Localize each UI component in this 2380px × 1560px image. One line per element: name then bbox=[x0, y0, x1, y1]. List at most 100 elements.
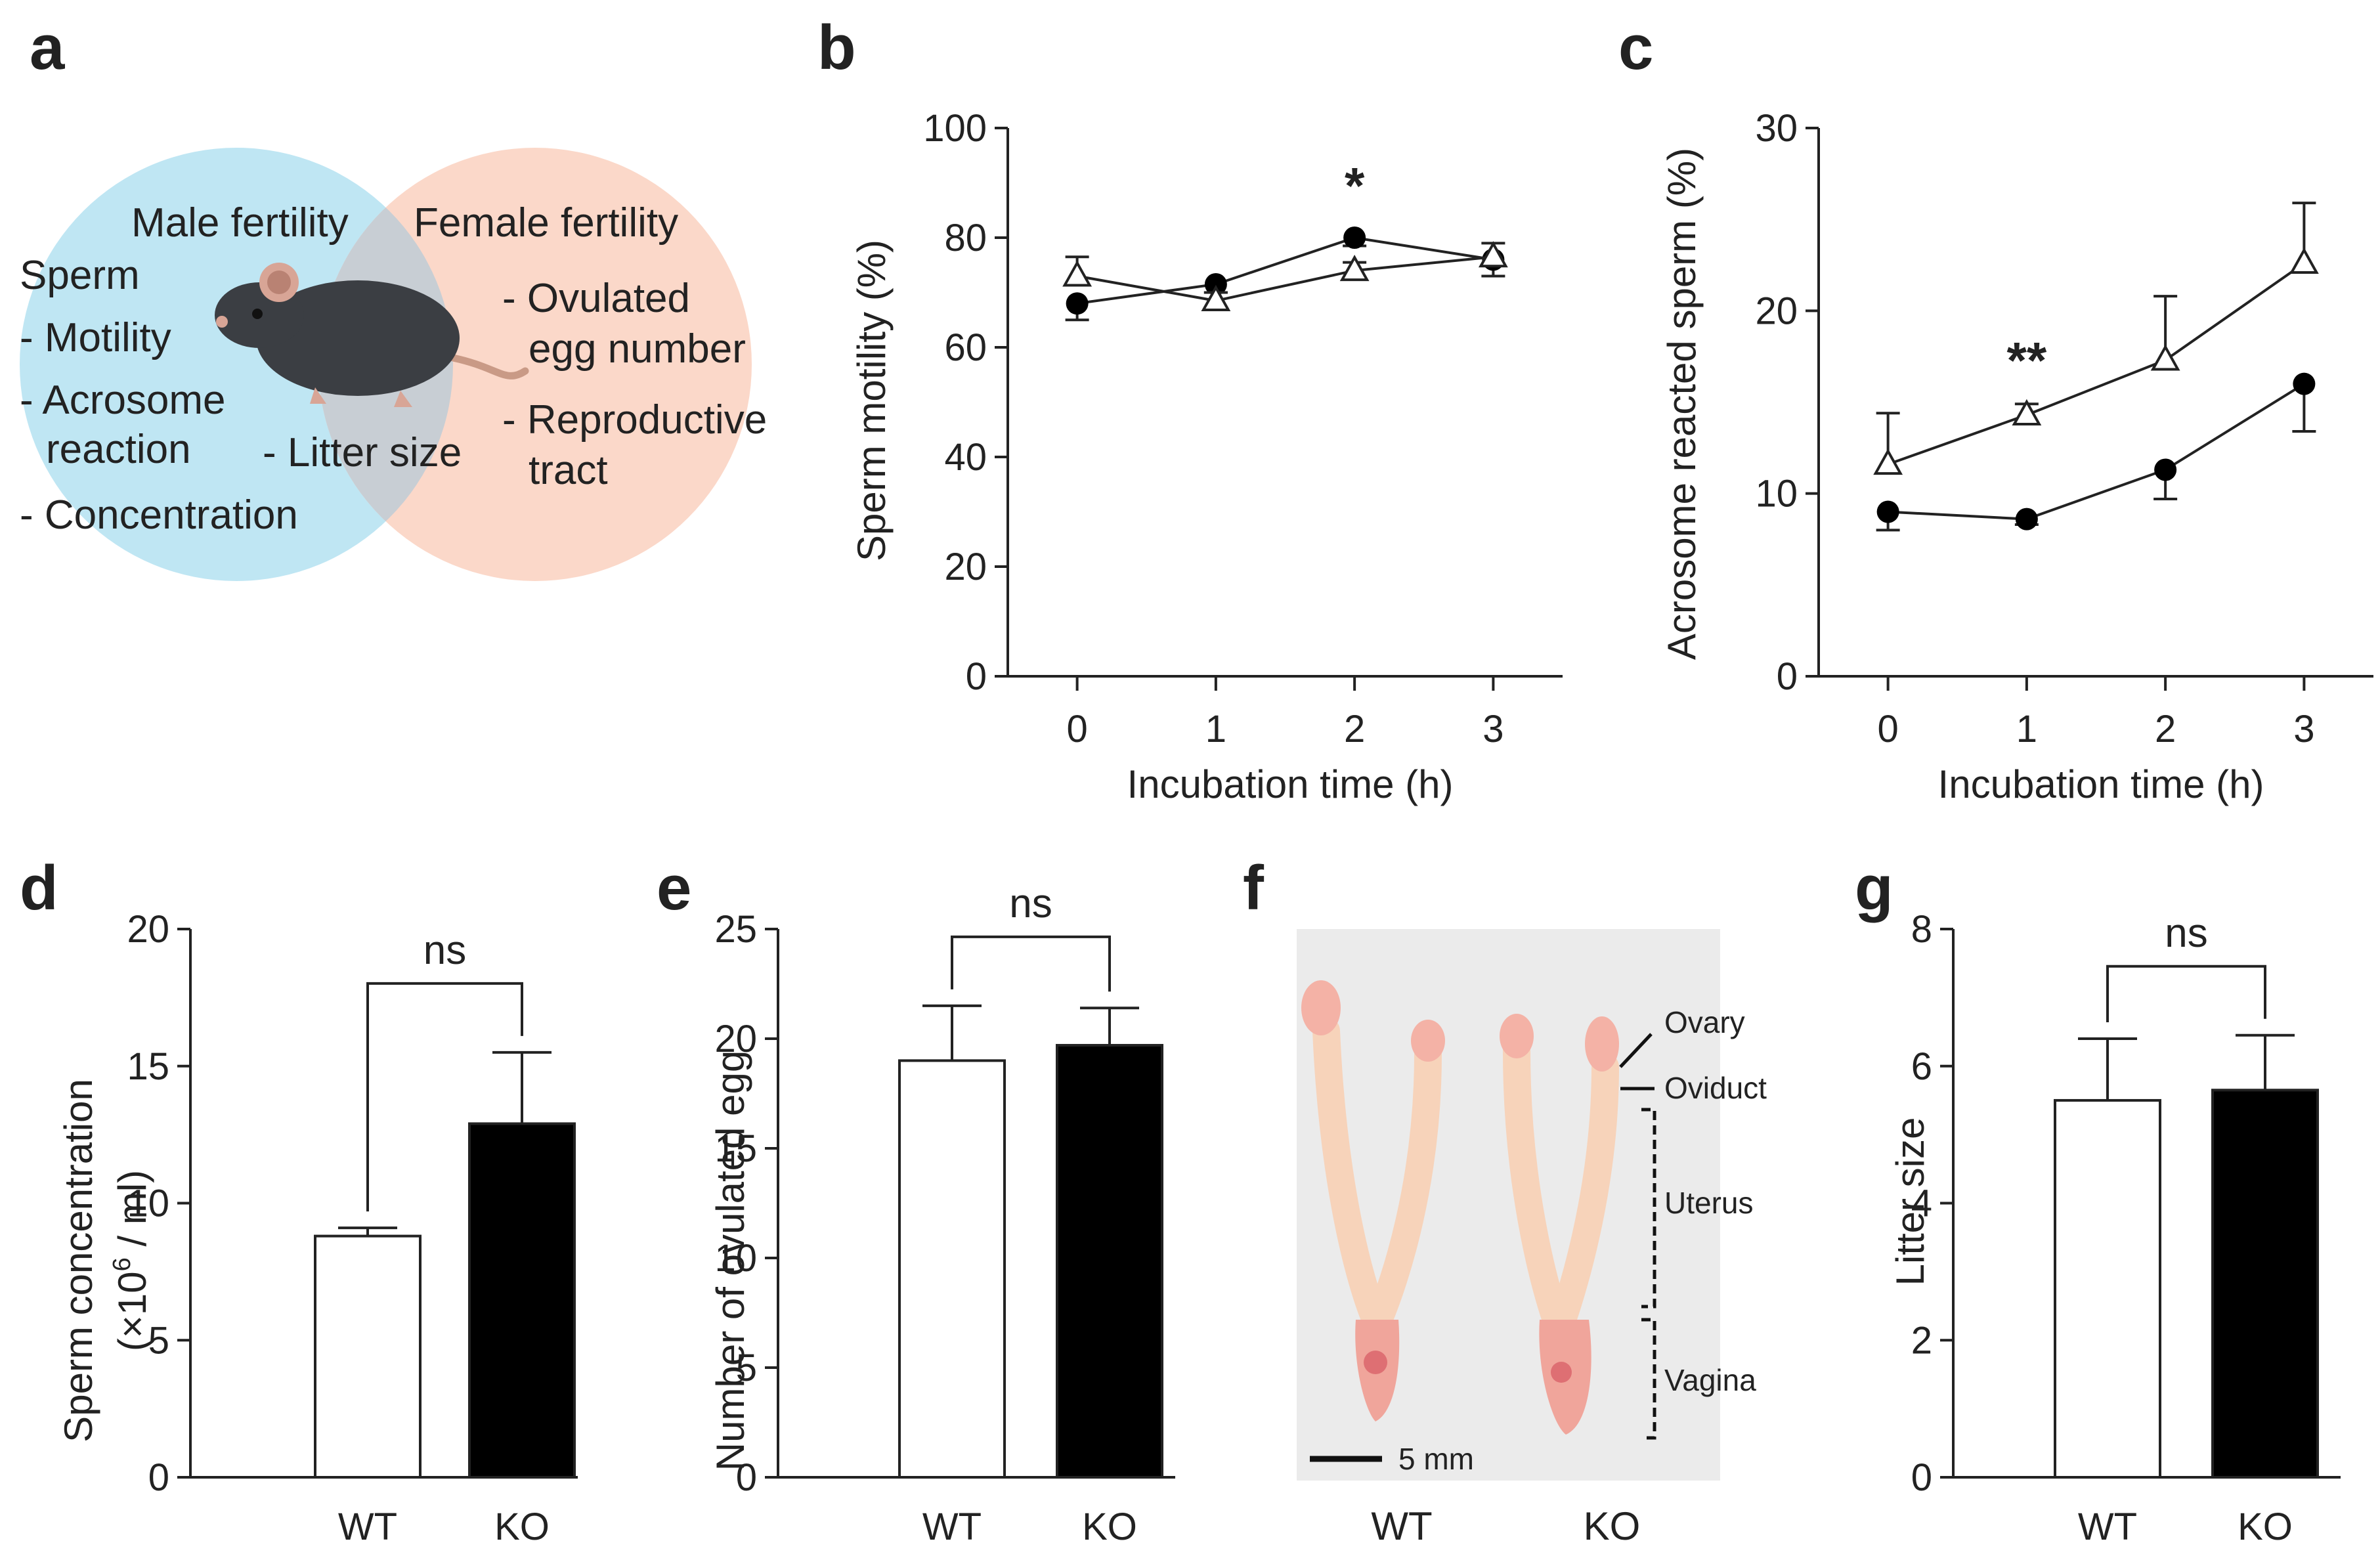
ko-tract-image bbox=[1500, 1014, 1619, 1435]
y-axis-label-d-line1: Sperm concentration bbox=[56, 1079, 100, 1442]
y-tick-label-d: 15 bbox=[127, 1045, 169, 1088]
shared-item-litter-size: - Litter size bbox=[263, 430, 462, 475]
male-fertility-title: Male fertility bbox=[131, 200, 349, 246]
bar-ko bbox=[2211, 1089, 2319, 1479]
female-fertility-circle bbox=[318, 148, 752, 581]
mouse-icon bbox=[215, 263, 529, 407]
data-point-ko bbox=[1478, 241, 1508, 268]
panel-label-b: b bbox=[817, 12, 856, 83]
chart-b: b Sperm motility (%) Incubation time (h)… bbox=[817, 12, 1563, 806]
male-item-concentration: - Concentration bbox=[20, 492, 298, 538]
y-tick-label-e: 5 bbox=[736, 1347, 757, 1389]
significance-marker-b: * bbox=[1345, 156, 1365, 214]
wt-tract-image bbox=[1301, 980, 1445, 1421]
male-item-reaction: reaction bbox=[46, 427, 191, 472]
x-tick-label-c: 1 bbox=[2016, 708, 2037, 750]
chart-c: c Acrosome reacted sperm (%) Incubation … bbox=[1618, 12, 2373, 806]
male-item-motility: - Motility bbox=[20, 315, 171, 360]
x-tick-label-g: KO bbox=[2238, 1506, 2293, 1548]
series-line-wt bbox=[1888, 382, 2305, 521]
y-axis-label-e: Number of ovulated egg bbox=[708, 1051, 752, 1471]
y-tick-label-g: 4 bbox=[1911, 1182, 1932, 1225]
significance-marker-c: ** bbox=[2007, 331, 2047, 389]
bar-wt bbox=[898, 1059, 1006, 1479]
x-tick-label-b: 3 bbox=[1482, 708, 1504, 750]
y-tick-label-c: 0 bbox=[1777, 655, 1798, 698]
female-item-tract: tract bbox=[529, 448, 608, 493]
x-tick-label-d: KO bbox=[494, 1506, 550, 1548]
ovary-pointer bbox=[1619, 1033, 1653, 1068]
y-tick-label-e: 15 bbox=[714, 1127, 757, 1170]
data-point-wt bbox=[2154, 458, 2177, 481]
y-tick-label-e: 10 bbox=[714, 1237, 757, 1280]
y-tick-label-g: 2 bbox=[1911, 1319, 1932, 1362]
y-axis-label-d-line2: (×106 / ml) bbox=[108, 1170, 154, 1351]
x-tick-label-c: 3 bbox=[2293, 708, 2314, 750]
data-point-ko bbox=[2150, 344, 2180, 371]
panel-label-c: c bbox=[1618, 12, 1653, 83]
x-tick-label-d: WT bbox=[338, 1506, 397, 1548]
photo-group-wt: WT bbox=[1371, 1504, 1432, 1548]
y-tick-label-c: 30 bbox=[1755, 107, 1798, 150]
data-point-ko bbox=[2289, 247, 2319, 274]
bar-ko bbox=[468, 1122, 576, 1479]
significance-label-e: ns bbox=[1009, 881, 1052, 926]
y-axis-label-d-prefix: (×10 bbox=[110, 1271, 154, 1351]
panel-f: f Ovary Oviduct Uterus Vagina 5 mm WT bbox=[1243, 853, 1767, 1548]
x-tick-label-e: KO bbox=[1082, 1506, 1137, 1548]
y-tick-label-b: 0 bbox=[966, 655, 987, 698]
y-tick-label-e: 0 bbox=[736, 1456, 757, 1499]
x-tick-label-b: 0 bbox=[1066, 708, 1087, 750]
x-tick-label-b: 2 bbox=[1344, 708, 1365, 750]
chart-d: d Sperm concentration (×106 / ml) 0 5 10 15… bbox=[20, 853, 578, 1548]
series-line-wt bbox=[1077, 236, 1494, 305]
data-point-wt bbox=[1343, 227, 1366, 249]
y-axis-label-g: Litter size bbox=[1888, 1117, 1932, 1286]
panel-label-a: a bbox=[30, 12, 65, 83]
x-axis-label-c: Incubation time (h) bbox=[1938, 762, 2264, 806]
reproductive-tract-photo bbox=[1297, 929, 1720, 1481]
y-tick-label-b: 80 bbox=[944, 217, 987, 259]
uterus-label: Uterus bbox=[1664, 1186, 1753, 1220]
female-fertility-title: Female fertility bbox=[414, 200, 678, 246]
male-fertility-circle bbox=[20, 148, 453, 581]
y-tick-label-g: 8 bbox=[1911, 908, 1932, 951]
data-point-wt bbox=[1066, 292, 1089, 315]
series-line-ko bbox=[1887, 262, 2305, 466]
bar-wt bbox=[2054, 1098, 2161, 1479]
y-tick-label-d: 5 bbox=[148, 1319, 169, 1362]
data-point-wt bbox=[2015, 508, 2038, 531]
bar-ko bbox=[1056, 1044, 1163, 1479]
y-tick-label-c: 20 bbox=[1755, 290, 1798, 332]
data-point-ko bbox=[1873, 448, 1903, 475]
female-item-egg-number: egg number bbox=[529, 326, 746, 372]
data-point-wt bbox=[2293, 372, 2316, 395]
x-tick-label-g: WT bbox=[2078, 1506, 2137, 1548]
photo-group-ko: KO bbox=[1584, 1504, 1641, 1548]
y-tick-label-d: 0 bbox=[148, 1456, 169, 1499]
female-item-reproductive: - Reproductive bbox=[502, 397, 767, 443]
significance-label-d: ns bbox=[423, 928, 466, 973]
y-tick-label-g: 0 bbox=[1911, 1456, 1932, 1499]
data-point-ko bbox=[1201, 284, 1231, 312]
bar-wt bbox=[314, 1234, 422, 1479]
scale-bar-label: 5 mm bbox=[1398, 1442, 1474, 1476]
y-axis-label-d-suffix: / ml) bbox=[110, 1170, 154, 1257]
y-tick-label-b: 100 bbox=[923, 107, 987, 150]
panel-label-e: e bbox=[657, 853, 691, 923]
y-axis-label-b: Sperm motility (%) bbox=[850, 240, 894, 561]
x-tick-label-c: 2 bbox=[2155, 708, 2176, 750]
x-tick-label-e: WT bbox=[922, 1506, 982, 1548]
significance-bracket-e bbox=[951, 935, 1111, 992]
female-item-ovulated: - Ovulated bbox=[502, 276, 690, 321]
oviduct-label: Oviduct bbox=[1664, 1071, 1767, 1105]
y-tick-label-b: 40 bbox=[944, 436, 987, 479]
data-point-ko bbox=[2012, 399, 2042, 425]
panel-label-d: d bbox=[20, 853, 58, 923]
x-tick-label-c: 0 bbox=[1877, 708, 1898, 750]
uterus-bracket bbox=[1641, 1108, 1656, 1309]
significance-bracket-g bbox=[2106, 964, 2266, 1022]
y-tick-label-b: 20 bbox=[944, 546, 987, 588]
y-axis-label-c: Acrosome reacted sperm (%) bbox=[1660, 148, 1704, 660]
